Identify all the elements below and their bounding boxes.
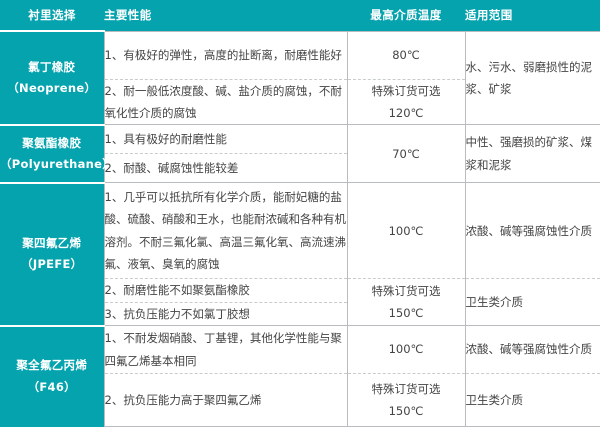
table-row: 2、耐磨性能不如聚氨酯橡胶 特殊订货可选 150℃ 卫生类介质 xyxy=(0,278,600,326)
temp-value: 80℃ xyxy=(392,47,420,62)
performance-cell: 1、有极好的弹性，高度的扯断离，耐磨性能好 xyxy=(103,30,347,79)
performance-cell: 1、几乎可以抵抗所有化学介质，能耐妃糖的盐酸、硫酸、硝酸和王水，也能耐浓碱和各种… xyxy=(103,182,347,279)
table-row: 2、抗负压能力高于聚四氟乙烯 特殊订货可选 150℃ 卫生类介质 xyxy=(0,373,600,427)
temp-value: 70℃ xyxy=(392,146,420,161)
table-row: 2、耐酸、碱腐蚀性能较差 xyxy=(0,153,600,183)
table-row: 氯丁橡胶 （Neoprene） 1、有极好的弹性，高度的扯断离，耐磨性能好 80… xyxy=(0,30,600,125)
performance-cell: 3、抗负压能力不如氯丁胶想 xyxy=(103,301,347,326)
table-row: 聚全氟乙丙烯 （F46） 1、不耐发烟硝酸、丁基锂，其他化学性能与聚四氟乙烯基本… xyxy=(0,324,600,427)
temp-value: 150℃ xyxy=(388,306,424,321)
temp-value: 100℃ xyxy=(388,342,424,357)
performance-cell: 1、具有极好的耐磨性能 xyxy=(103,124,347,154)
temp-value: 100℃ xyxy=(388,223,424,238)
performance-cell: 2、耐磨性能不如聚氨酯橡胶 xyxy=(103,278,347,303)
material-cell-f46: 聚全氟乙丙烯 （F46） xyxy=(0,324,104,427)
column-header-scope: 适用范围 xyxy=(465,0,600,31)
scope-cell: 卫生类介质 xyxy=(464,278,600,326)
temp-value: 150℃ xyxy=(388,404,424,419)
max-temp-cell: 100℃ xyxy=(346,325,465,374)
column-header-lining: 衬里选择 xyxy=(0,0,104,31)
max-temp-cell: 100℃ xyxy=(346,182,465,279)
material-cell-jpefe: 聚四氟乙烯 （JPEFE） xyxy=(0,181,104,326)
material-name-cn: 聚全氟乙丙烯 xyxy=(16,358,88,373)
scope-cell: 中性、强磨损的矿浆、煤浆和泥浆 xyxy=(464,124,600,183)
scope-cell: 浓酸、碱等强腐蚀性介质 xyxy=(464,325,600,374)
table-row: 聚四氟乙烯 （JPEFE） 1、几乎可以抵抗所有化学介质，能耐妃糖的盐酸、硫酸、… xyxy=(0,181,600,326)
scope-cell: 卫生类介质 xyxy=(464,373,600,427)
scope-cell: 水、污水、弱磨损性的泥浆、矿浆 xyxy=(464,30,600,125)
max-temp-cell: 特殊订货可选 150℃ xyxy=(346,373,465,427)
column-header-max-temp: 最高介质温度 xyxy=(347,0,465,31)
table-row: 聚氨酯橡胶 （Polyurethane） 1、具有极好的耐磨性能 70℃ 中性、… xyxy=(0,123,600,183)
table-header-row: 衬里选择 主要性能 最高介质温度 适用范围 xyxy=(0,0,600,31)
performance-cell: 2、抗负压能力高于聚四氟乙烯 xyxy=(103,373,347,427)
material-name-en: （F46） xyxy=(27,379,76,394)
material-cell-polyurethane: 聚氨酯橡胶 （Polyurethane） xyxy=(0,123,115,183)
scope-cell: 浓酸、碱等强腐蚀性介质 xyxy=(464,182,600,279)
performance-cell: 1、不耐发烟硝酸、丁基锂，其他化学性能与聚四氟乙烯基本相同 xyxy=(103,325,347,374)
table-row: 2、耐一般低浓度酸、碱、盐介质的腐蚀，不耐氧化性介质的腐蚀 特殊订货可选 120… xyxy=(0,78,600,125)
material-name-cn: 氯丁橡胶 xyxy=(28,59,76,74)
column-header-performance: 主要性能 xyxy=(104,0,347,31)
material-cell-neoprene: 氯丁橡胶 （Neoprene） xyxy=(0,30,104,125)
max-temp-cell: 80℃ xyxy=(346,30,465,79)
material-name-cn: 聚氨酯橡胶 xyxy=(22,135,82,150)
temp-value-note: 特殊订货可选 xyxy=(371,381,441,396)
max-temp-cell: 特殊订货可选 150℃ xyxy=(346,278,465,326)
material-name-en: （Polyurethane） xyxy=(0,156,115,171)
temp-value-note: 特殊订货可选 xyxy=(371,283,441,298)
performance-cell: 2、耐一般低浓度酸、碱、盐介质的腐蚀，不耐氧化性介质的腐蚀 xyxy=(103,78,347,125)
max-temp-cell: 70℃ xyxy=(346,124,465,183)
table-row: 3、抗负压能力不如氯丁胶想 xyxy=(0,301,600,326)
temp-value: 120℃ xyxy=(388,105,424,120)
max-temp-cell: 特殊订货可选 120℃ xyxy=(346,78,465,125)
material-name-cn: 聚四氟乙烯 xyxy=(22,236,82,250)
performance-cell: 2、耐酸、碱腐蚀性能较差 xyxy=(103,153,347,183)
material-name-en: （JPEFE） xyxy=(21,257,83,272)
temp-value-note: 特殊订货可选 xyxy=(371,83,441,98)
material-name-en: （Neoprene） xyxy=(7,80,97,95)
